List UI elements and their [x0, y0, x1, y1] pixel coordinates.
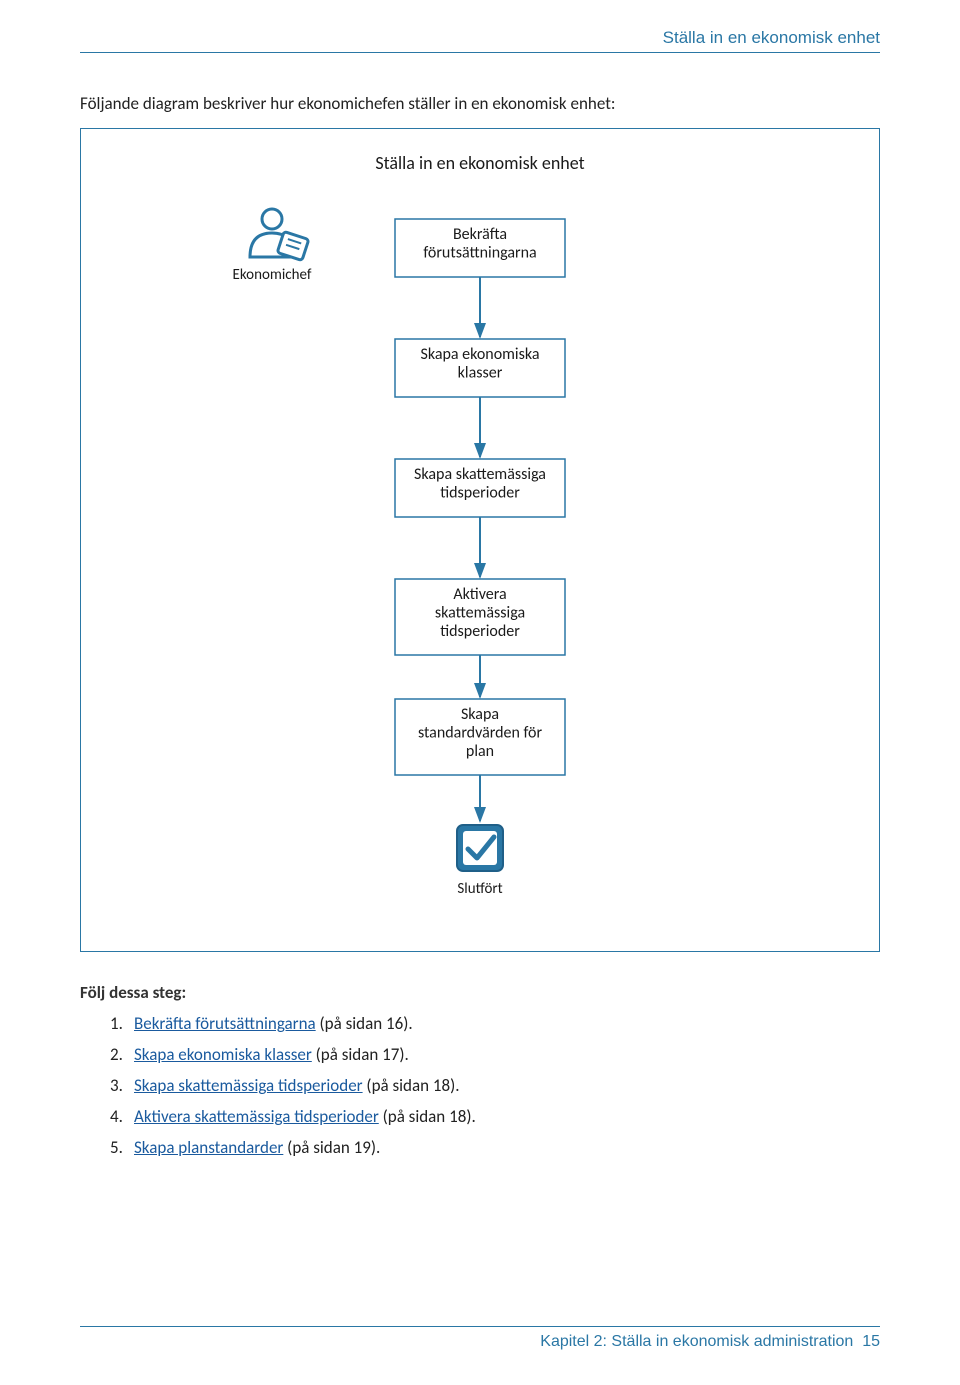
step-link[interactable]: Skapa skattemässiga tidsperioder — [134, 1075, 363, 1096]
step-link[interactable]: Skapa ekonomiska klasser — [134, 1044, 312, 1065]
flowchart-end-label: Slutfört — [457, 880, 502, 898]
actor-icon — [262, 209, 282, 229]
intro-paragraph: Följande diagram beskriver hur ekonomich… — [80, 93, 880, 114]
step-item: 5.Skapa planstandarder (på sidan 19). — [110, 1137, 880, 1158]
footer-chapter: Kapitel 2: Ställa in ekonomisk administr… — [540, 1333, 853, 1350]
step-item: 1.Bekräfta förutsättningarna (på sidan 1… — [110, 1013, 880, 1034]
step-item: 3.Skapa skattemässiga tidsperioder (på s… — [110, 1075, 880, 1096]
steps-heading: Följ dessa steg: — [80, 982, 880, 1003]
step-item: 2.Skapa ekonomiska klasser (på sidan 17)… — [110, 1044, 880, 1065]
step-link[interactable]: Bekräfta förutsättningarna — [134, 1013, 316, 1034]
header-title: Ställa in en ekonomisk enhet — [663, 28, 880, 47]
flowchart-svg: Ställa in en ekonomisk enhetEkonomichefB… — [180, 129, 780, 921]
flowchart-container: Ställa in en ekonomisk enhetEkonomichefB… — [80, 128, 880, 952]
footer-text: Kapitel 2: Ställa in ekonomisk administr… — [80, 1333, 880, 1351]
header-rule — [80, 52, 880, 53]
step-tail: (på sidan 19). — [283, 1137, 380, 1158]
flowchart-title: Ställa in en ekonomisk enhet — [375, 152, 584, 174]
step-tail: (på sidan 18). — [363, 1075, 460, 1096]
step-number: 3. — [110, 1075, 134, 1096]
steps-list: 1.Bekräfta förutsättningarna (på sidan 1… — [110, 1013, 880, 1158]
step-tail: (på sidan 16). — [316, 1013, 413, 1034]
footer-page-number: 15 — [862, 1333, 880, 1350]
step-tail: (på sidan 18). — [379, 1106, 476, 1127]
step-number: 2. — [110, 1044, 134, 1065]
running-header: Ställa in en ekonomisk enhet — [80, 0, 880, 48]
step-number: 1. — [110, 1013, 134, 1034]
step-item: 4.Aktivera skattemässiga tidsperioder (p… — [110, 1106, 880, 1127]
step-tail: (på sidan 17). — [312, 1044, 409, 1065]
footer-rule — [80, 1326, 880, 1327]
step-link[interactable]: Aktivera skattemässiga tidsperioder — [134, 1106, 379, 1127]
step-link[interactable]: Skapa planstandarder — [134, 1137, 283, 1158]
step-number: 4. — [110, 1106, 134, 1127]
actor-label: Ekonomichef — [233, 266, 312, 284]
step-number: 5. — [110, 1137, 134, 1158]
document-page: Ställa in en ekonomisk enhet Följande di… — [0, 0, 960, 1385]
page-footer: Kapitel 2: Ställa in ekonomisk administr… — [80, 1326, 880, 1351]
